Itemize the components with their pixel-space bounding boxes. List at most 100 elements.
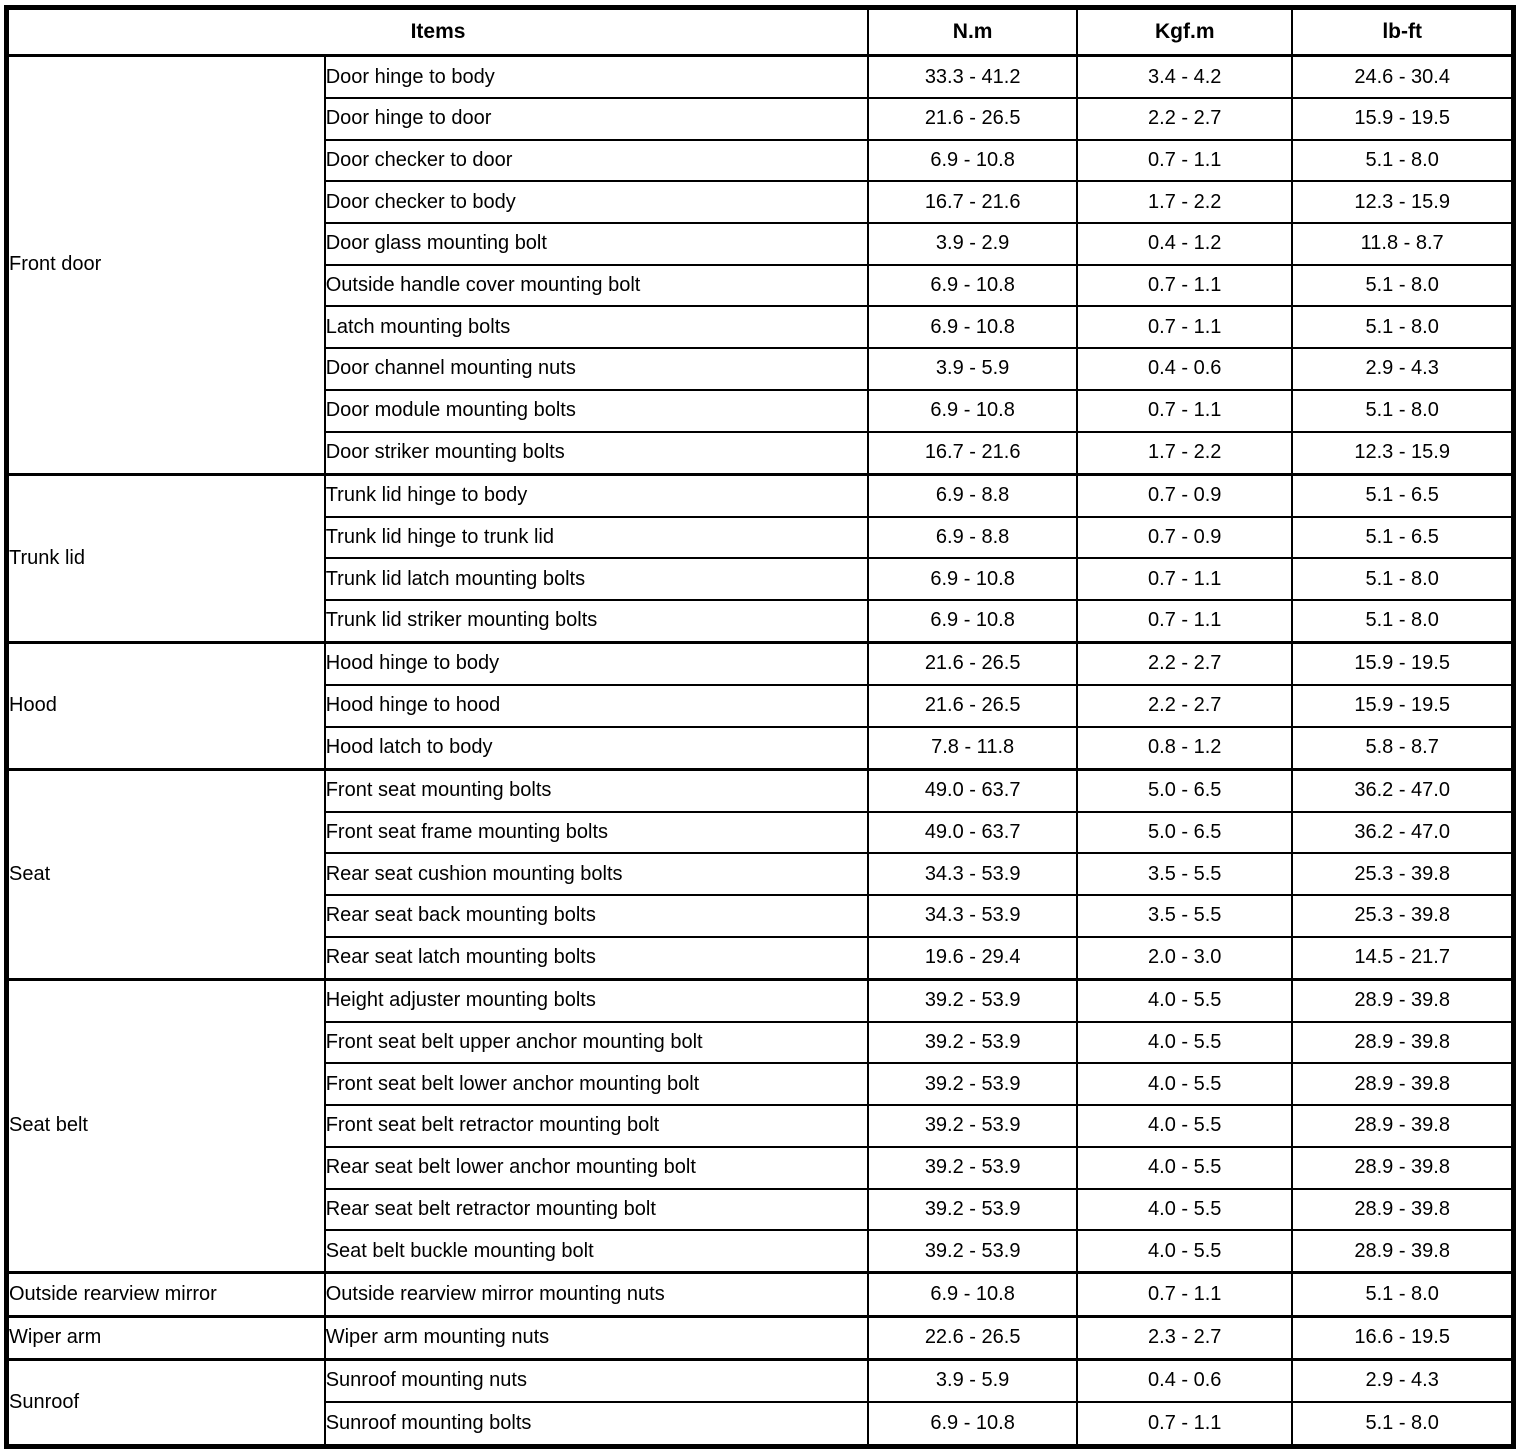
nm-value-cell: 6.9 - 10.8 [867, 598, 1079, 644]
nm-value-cell: 22.6 - 26.5 [867, 1314, 1079, 1361]
kgfm-value-cell: 4.0 - 5.5 [1076, 1104, 1294, 1148]
table-row: Front door Door hinge to body 33.3 - 41.2 3… [5, 54, 1515, 476]
item-cell: Rear seat belt lower anchor mounting bol… [323, 1145, 870, 1190]
nm-value-cell: 7.8 - 11.8 [867, 725, 1079, 771]
table-row: Seat Front seat mounting bolts 49.0 - 63.7… [5, 767, 1515, 981]
kgfm-value-cell: 0.7 - 1.1 [1076, 1271, 1294, 1318]
kgfm-value-cell: 4.0 - 5.5 [1076, 1187, 1294, 1232]
nm-value-cell: 6.9 - 10.8 [867, 388, 1079, 433]
lbft-value-cell: 28.9 - 39.8 [1291, 1187, 1515, 1232]
item-cell: Trunk lid hinge to body [323, 472, 870, 518]
item-cell: Door channel mounting nuts [323, 347, 870, 391]
lbft-value-cell: 16.6 - 19.5 [1291, 1314, 1515, 1361]
lbft-value-cell: 25.3 - 39.8 [1291, 852, 1515, 897]
lbft-value-cell: 25.3 - 39.8 [1291, 894, 1515, 938]
lbft-value-cell: 36.2 - 47.0 [1291, 767, 1515, 813]
kgfm-value-cell: 2.2 - 2.7 [1076, 640, 1294, 686]
table-header-row: Items N.m Kgf.m lb-ft [5, 6, 1515, 57]
table-row: Trunk lid striker mounting bolts 6.9 - 10… [7, 598, 1515, 644]
lbft-value-cell: 28.9 - 39.8 [1291, 977, 1515, 1023]
item-cell: Front seat frame mounting bolts [323, 810, 870, 855]
kgfm-value-cell: 2.3 - 2.7 [1076, 1314, 1294, 1361]
lbft-value-cell: 5.1 - 8.0 [1291, 1400, 1515, 1448]
table-row: Rear seat cushion mounting bolts 34.3 - 5… [7, 852, 1515, 897]
nm-value-cell: 16.7 - 21.6 [867, 430, 1079, 476]
kgfm-value-cell: 0.7 - 0.9 [1076, 515, 1294, 560]
nm-value-cell: 49.0 - 63.7 [867, 767, 1079, 813]
lbft-value-cell: 28.9 - 39.8 [1291, 1229, 1515, 1274]
nm-value-cell: 3.9 - 2.9 [867, 222, 1079, 266]
item-cell: Sunroof mounting nuts [323, 1357, 870, 1403]
table-row: Hood latch to body 7.8 - 11.8 0.8 - 1.2 5.8… [7, 725, 1515, 771]
lbft-value-cell: 5.8 - 8.7 [1291, 725, 1515, 771]
lbft-value-cell: 12.3 - 15.9 [1291, 180, 1515, 225]
lbft-value-cell: 15.9 - 19.5 [1291, 640, 1515, 686]
nm-value-cell: 39.2 - 53.9 [867, 1145, 1079, 1190]
item-cell: Hood latch to body [323, 725, 870, 771]
nm-value-cell: 21.6 - 26.5 [867, 97, 1079, 141]
lbft-value-cell: 11.8 - 8.7 [1291, 222, 1515, 266]
kgfm-value-cell: 4.0 - 5.5 [1076, 1229, 1294, 1274]
kgfm-value-cell: 3.4 - 4.2 [1076, 54, 1294, 100]
kgfm-value-cell: 0.4 - 1.2 [1076, 222, 1294, 266]
lbft-value-cell: 2.9 - 4.3 [1291, 1357, 1515, 1403]
item-cell: Outside rearview mirror mounting nuts [323, 1271, 870, 1318]
lbft-value-cell: 5.1 - 8.0 [1291, 305, 1515, 350]
nm-value-cell: 39.2 - 53.9 [867, 1062, 1079, 1107]
column-header-lbft: lb-ft [1291, 6, 1515, 57]
table-row: Front seat belt retractor mounting bolt 3… [7, 1104, 1515, 1148]
item-cell: Door hinge to body [323, 54, 870, 100]
lbft-value-cell: 12.3 - 15.9 [1291, 430, 1515, 476]
table-row: Trunk lid hinge to trunk lid 6.9 - 8.8 0.7… [7, 515, 1515, 560]
lbft-value-cell: 5.1 - 8.0 [1291, 263, 1515, 308]
lbft-value-cell: 24.6 - 30.4 [1291, 54, 1515, 100]
category-cell: Trunk lid [5, 472, 326, 644]
table-body: Front door Door hinge to body 33.3 - 41.2 3… [5, 54, 1515, 1448]
nm-value-cell: 16.7 - 21.6 [867, 180, 1079, 225]
nm-value-cell: 6.9 - 8.8 [867, 472, 1079, 518]
kgfm-value-cell: 0.7 - 0.9 [1076, 472, 1294, 518]
table-row: Door channel mounting nuts 3.9 - 5.9 0.4 -… [7, 347, 1515, 391]
kgfm-value-cell: 0.8 - 1.2 [1076, 725, 1294, 771]
lbft-value-cell: 28.9 - 39.8 [1291, 1104, 1515, 1148]
item-cell: Door module mounting bolts [323, 388, 870, 433]
kgfm-value-cell: 0.7 - 1.1 [1076, 388, 1294, 433]
table-row: Rear seat back mounting bolts 34.3 - 53.9… [7, 894, 1515, 938]
table-row: Front seat belt lower anchor mounting bo… [7, 1062, 1515, 1107]
kgfm-value-cell: 4.0 - 5.5 [1076, 1145, 1294, 1190]
category-cell: Seat belt [5, 977, 326, 1274]
table-row: Outside rearview mirror Outside rearview … [5, 1271, 1515, 1318]
kgfm-value-cell: 2.0 - 3.0 [1076, 935, 1294, 981]
nm-value-cell: 49.0 - 63.7 [867, 810, 1079, 855]
table-row: Front seat belt upper anchor mounting bo… [7, 1020, 1515, 1065]
kgfm-value-cell: 0.7 - 1.1 [1076, 305, 1294, 350]
kgfm-value-cell: 5.0 - 6.5 [1076, 810, 1294, 855]
item-cell: Rear seat cushion mounting bolts [323, 852, 870, 897]
kgfm-value-cell: 1.7 - 2.2 [1076, 430, 1294, 476]
item-cell: Sunroof mounting bolts [323, 1400, 870, 1448]
item-cell: Seat belt buckle mounting bolt [323, 1229, 870, 1274]
kgfm-value-cell: 1.7 - 2.2 [1076, 180, 1294, 225]
item-cell: Hood hinge to body [323, 640, 870, 686]
table-row: Trunk lid Trunk lid hinge to body 6.9 - 8.… [5, 472, 1515, 644]
nm-value-cell: 33.3 - 41.2 [867, 54, 1079, 100]
kgfm-value-cell: 0.4 - 0.6 [1076, 347, 1294, 391]
nm-value-cell: 21.6 - 26.5 [867, 640, 1079, 686]
lbft-value-cell: 36.2 - 47.0 [1291, 810, 1515, 855]
nm-value-cell: 19.6 - 29.4 [867, 935, 1079, 981]
item-cell: Door glass mounting bolt [323, 222, 870, 266]
item-cell: Rear seat latch mounting bolts [323, 935, 870, 981]
lbft-value-cell: 2.9 - 4.3 [1291, 347, 1515, 391]
table-row: Sunroof Sunroof mounting nuts 3.9 - 5.9 0.4… [5, 1357, 1515, 1448]
kgfm-value-cell: 0.7 - 1.1 [1076, 138, 1294, 183]
table-row: Door striker mounting bolts 16.7 - 21.6 1.… [7, 430, 1515, 476]
item-cell: Front seat belt upper anchor mounting bo… [323, 1020, 870, 1065]
nm-value-cell: 6.9 - 10.8 [867, 1400, 1079, 1448]
kgfm-value-cell: 0.7 - 1.1 [1076, 598, 1294, 644]
item-cell: Door checker to body [323, 180, 870, 225]
item-cell: Front seat mounting bolts [323, 767, 870, 813]
nm-value-cell: 6.9 - 10.8 [867, 557, 1079, 601]
nm-value-cell: 6.9 - 10.8 [867, 305, 1079, 350]
lbft-value-cell: 15.9 - 19.5 [1291, 97, 1515, 141]
kgfm-value-cell: 3.5 - 5.5 [1076, 894, 1294, 938]
